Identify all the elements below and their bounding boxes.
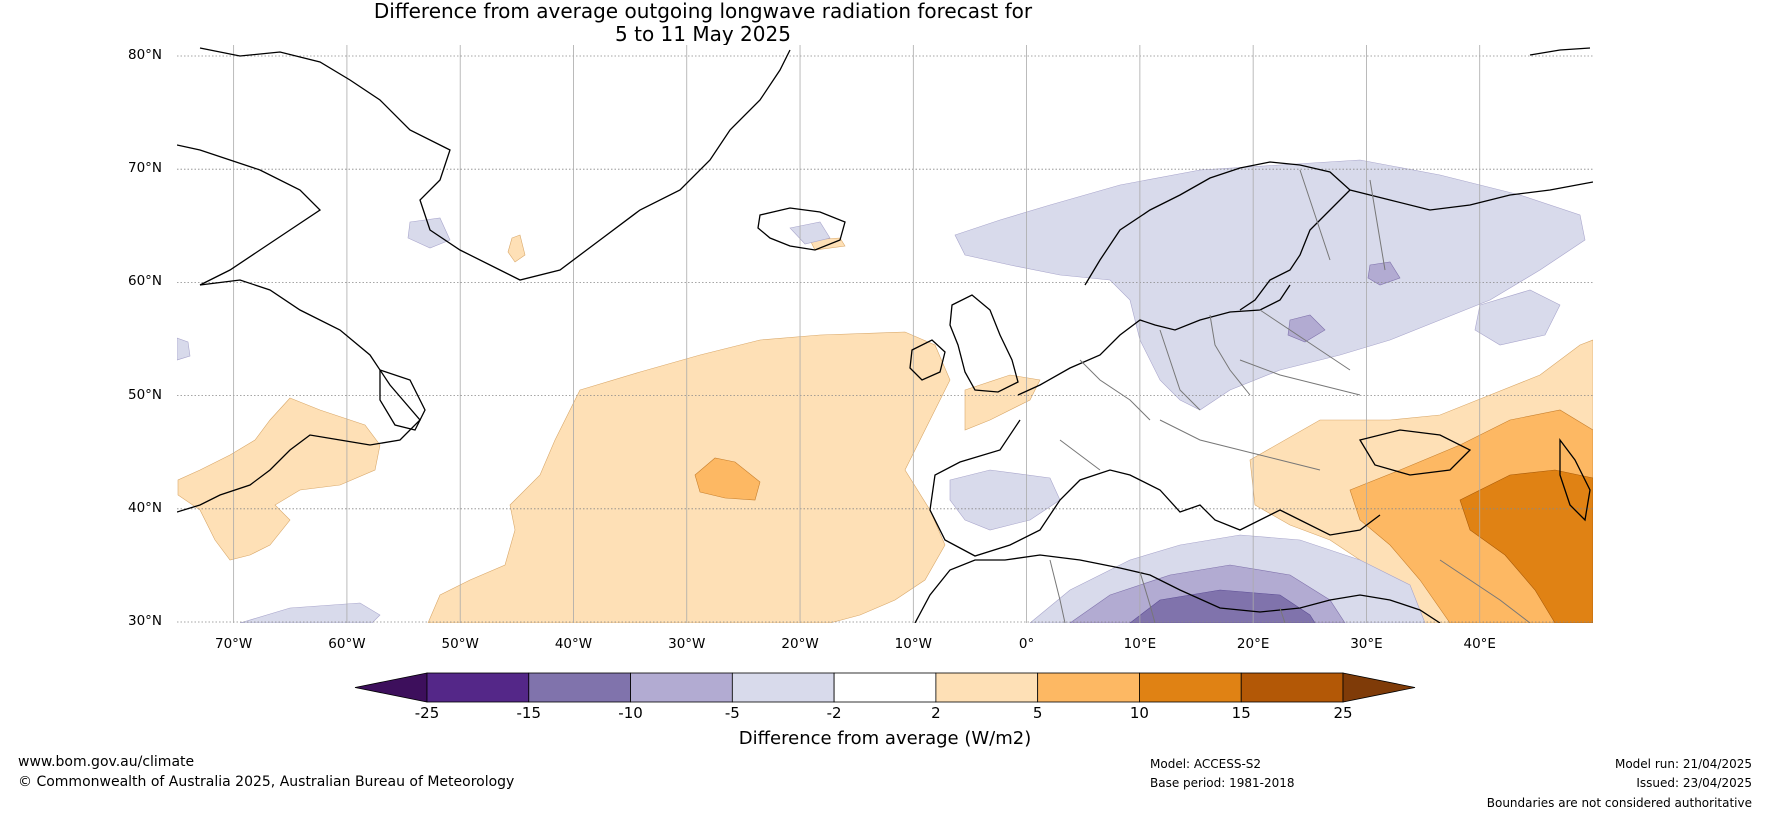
map-body [177,45,1593,623]
longitude-label: 10°W [894,636,932,652]
longitude-label: 40°E [1463,636,1496,652]
colorbar-tick-label: 25 [1333,704,1353,722]
colorbar-segment [528,672,631,703]
coastline-novaya-zemlya [1529,47,1591,56]
anomaly-negative-finland-mid [1367,261,1401,286]
coastline-africa [914,554,1441,623]
map-title: Difference from average outgoing longwav… [0,0,1406,46]
footer-issued: Issued: 23/04/2025 [1636,776,1752,790]
border-lines-europe [1059,169,1386,471]
anomaly-positive-greenland-small [507,234,526,263]
latitude-label: 40°N [128,499,163,516]
footer-base-period: Base period: 1981-2018 [1150,776,1295,790]
latitude-label: 60°N [128,273,163,290]
colorbar-segment [1139,672,1242,703]
footer-model-run: Model run: 21/04/2025 [1614,757,1752,771]
colorbar-segment [1037,672,1140,703]
anomaly-negative-greenland-south [407,217,451,249]
colorbar-segment [833,672,937,703]
coastline-arctic-russia [1349,181,1593,211]
anomaly-positive-uk [964,374,1041,431]
colorbar-segment [630,672,733,703]
footer-model: Model: ACCESS-S2 [1150,757,1262,771]
colorbar-tick-label: -10 [618,704,643,722]
colorbar-tick-label: -2 [826,704,842,722]
colorbar-segment [935,672,1039,703]
longitude-label: 40°W [554,636,593,652]
coastline-iceland [757,207,846,251]
title-line-2: 5 to 11 May 2025 [615,22,791,46]
colorbar-tick-label: 2 [931,704,941,722]
colorbar-label: Difference from average (W/m2) [738,728,1032,749]
footer-url: www.bom.gov.au/climate [18,754,195,770]
colorbar-segment [1240,672,1344,703]
latitude-label: 80°N [128,47,163,63]
colorbar-tick-label: 10 [1129,704,1149,722]
longitude-label: 70°W [214,636,253,652]
colorbar-extend-high [1342,672,1416,703]
coastline-britain [949,294,1019,393]
colorbar-tick-label: -5 [724,704,740,722]
coastline-labrador [177,279,421,513]
longitude-lines [233,45,1481,623]
coastlines [177,47,1593,623]
latitude-label: 70°N [128,160,163,177]
title-line-1: Difference from average outgoing longwav… [373,0,1033,23]
footer-copyright: © Commonwealth of Australia 2025, Austra… [18,774,515,790]
anomaly-positive-atlantic-mid [694,457,761,501]
colorbar-tick-label: 15 [1231,704,1251,722]
longitude-label: 0° [1018,636,1035,652]
longitude-label: 30°E [1350,636,1383,652]
colorbar-segment [731,672,835,703]
colorbar-extend-low [354,672,428,703]
graticule [177,45,1593,623]
border-lines-africa [1049,559,1531,623]
colorbar-tick-label: -15 [516,704,542,722]
longitude-label: 50°W [441,636,479,652]
longitude-label: 10°E [1123,636,1157,652]
longitude-label: 60°W [328,636,366,652]
coastline-ireland [909,339,946,381]
footer-disclaimer: Boundaries are not considered authoritat… [1486,796,1752,810]
latitude-label: 30°N [128,613,163,629]
coastline-baffin [177,144,322,286]
colorbar-segment [426,672,530,703]
anomaly-negative-north-africa-strong [1129,589,1316,623]
colorbar [354,672,1416,703]
anomaly-negative-iberia [949,469,1061,531]
country-borders [1049,169,1531,623]
coastline-greenland [199,47,791,281]
anomaly-negative-southwest [239,602,381,623]
anomaly-positive-east-strong [1459,469,1593,623]
latitude-lines [177,55,1593,623]
anomaly-negative-labrador [177,337,191,361]
longitude-label: 20°W [781,636,819,652]
coastline-newfoundland [379,369,426,431]
longitude-label: 20°E [1236,636,1270,652]
anomaly-negative-russia [1474,289,1561,346]
coastline-caspian [1559,438,1591,522]
coastline-scandinavia [1084,161,1351,311]
longitude-label: 30°W [668,636,706,652]
coastline-black-sea [1358,429,1472,476]
anomaly-negative-scandinavia [954,159,1586,411]
colorbar-tick-label: 5 [1032,704,1043,722]
colorbar-tick-label: -25 [414,704,440,722]
latitude-label: 50°N [128,386,163,403]
